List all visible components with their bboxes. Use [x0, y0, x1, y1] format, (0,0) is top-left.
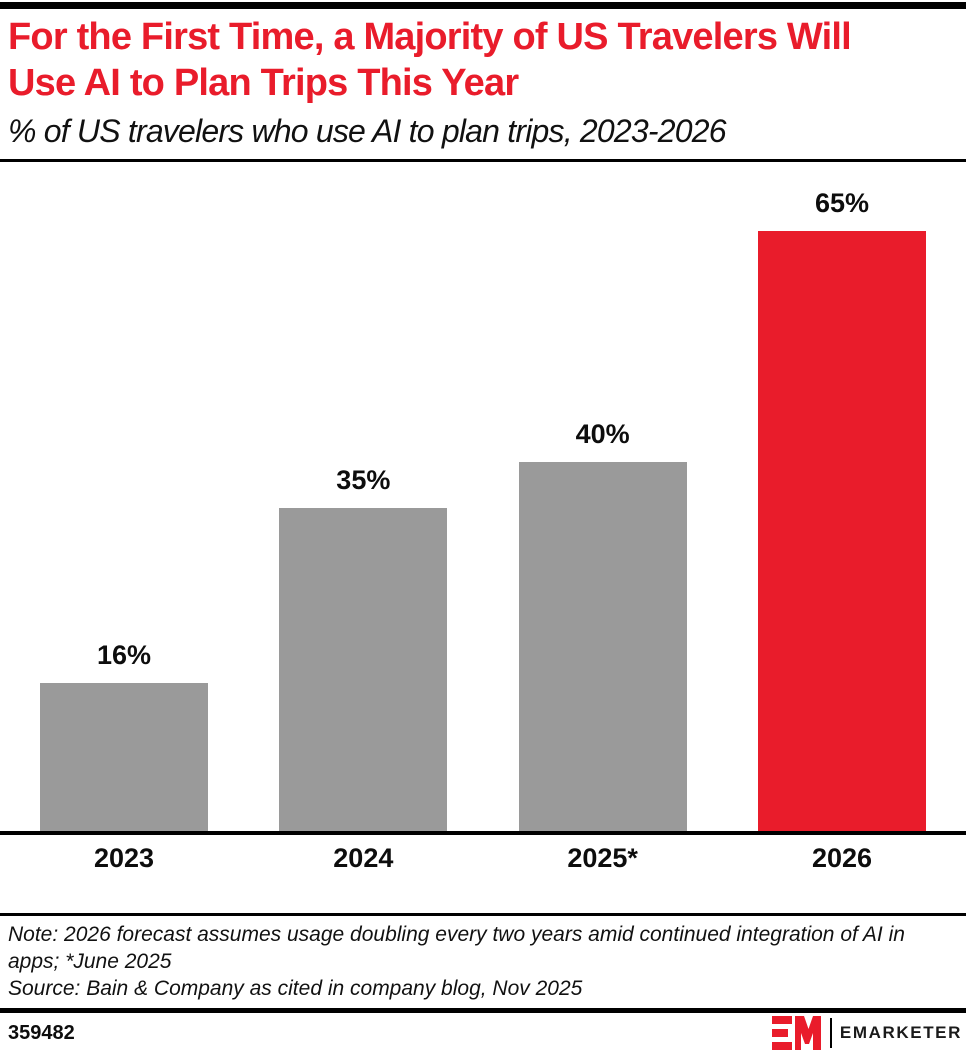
plot-area: 16% 35% 40% 65%	[0, 162, 966, 831]
top-border-rule	[0, 2, 966, 9]
notes-divider-rule	[0, 913, 966, 916]
x-axis-label: 2026	[811, 843, 873, 873]
brand-name: EMARKETER	[839, 1023, 962, 1042]
footer: 359482 EMARKETER	[0, 1012, 966, 1054]
header-divider-rule	[0, 159, 966, 162]
bar-value-label: 16%	[96, 640, 152, 670]
bar	[518, 462, 687, 831]
bar-group-2024: 35%	[279, 465, 448, 831]
bar	[757, 231, 926, 831]
brand-logo: EMARKETER	[771, 1016, 962, 1050]
chart-header: For the First Time, a Majority of US Tra…	[8, 14, 958, 152]
note-text: Note: 2026 forecast assumes usage doubli…	[8, 923, 905, 973]
chart-title: For the First Time, a Majority of US Tra…	[8, 14, 958, 106]
bar-group-2026: 65%	[757, 188, 926, 831]
emarketer-em-icon	[771, 1016, 821, 1050]
x-axis-labels: 2023 2024 2025* 2026	[0, 843, 966, 874]
bar-group-2025*: 40%	[518, 419, 687, 831]
x-axis-label: 2025*	[567, 843, 638, 873]
chart-subtitle: % of US travelers who use AI to plan tri…	[8, 113, 727, 149]
bar-group-2023: 16%	[40, 640, 208, 831]
x-axis-line	[0, 831, 966, 835]
logo-divider	[829, 1018, 832, 1048]
bar-value-label: 65%	[814, 188, 869, 218]
bar	[279, 508, 448, 831]
x-axis-label: 2024	[333, 843, 394, 873]
chart-title-line2: Use AI to Plan Trips This Year	[8, 62, 519, 104]
footer-divider-rule	[0, 1008, 966, 1013]
x-axis-label: 2023	[93, 843, 155, 873]
chart-id: 359482	[8, 1021, 75, 1044]
bar	[40, 683, 208, 831]
chart-title-line1: For the First Time, a Majority of US Tra…	[8, 16, 852, 58]
notes-block: Note: 2026 forecast assumes usage doubli…	[8, 921, 958, 1002]
bar-value-label: 35%	[336, 465, 391, 495]
bar-value-label: 40%	[575, 419, 630, 449]
source-text: Source: Bain & Company as cited in compa…	[8, 977, 583, 1000]
